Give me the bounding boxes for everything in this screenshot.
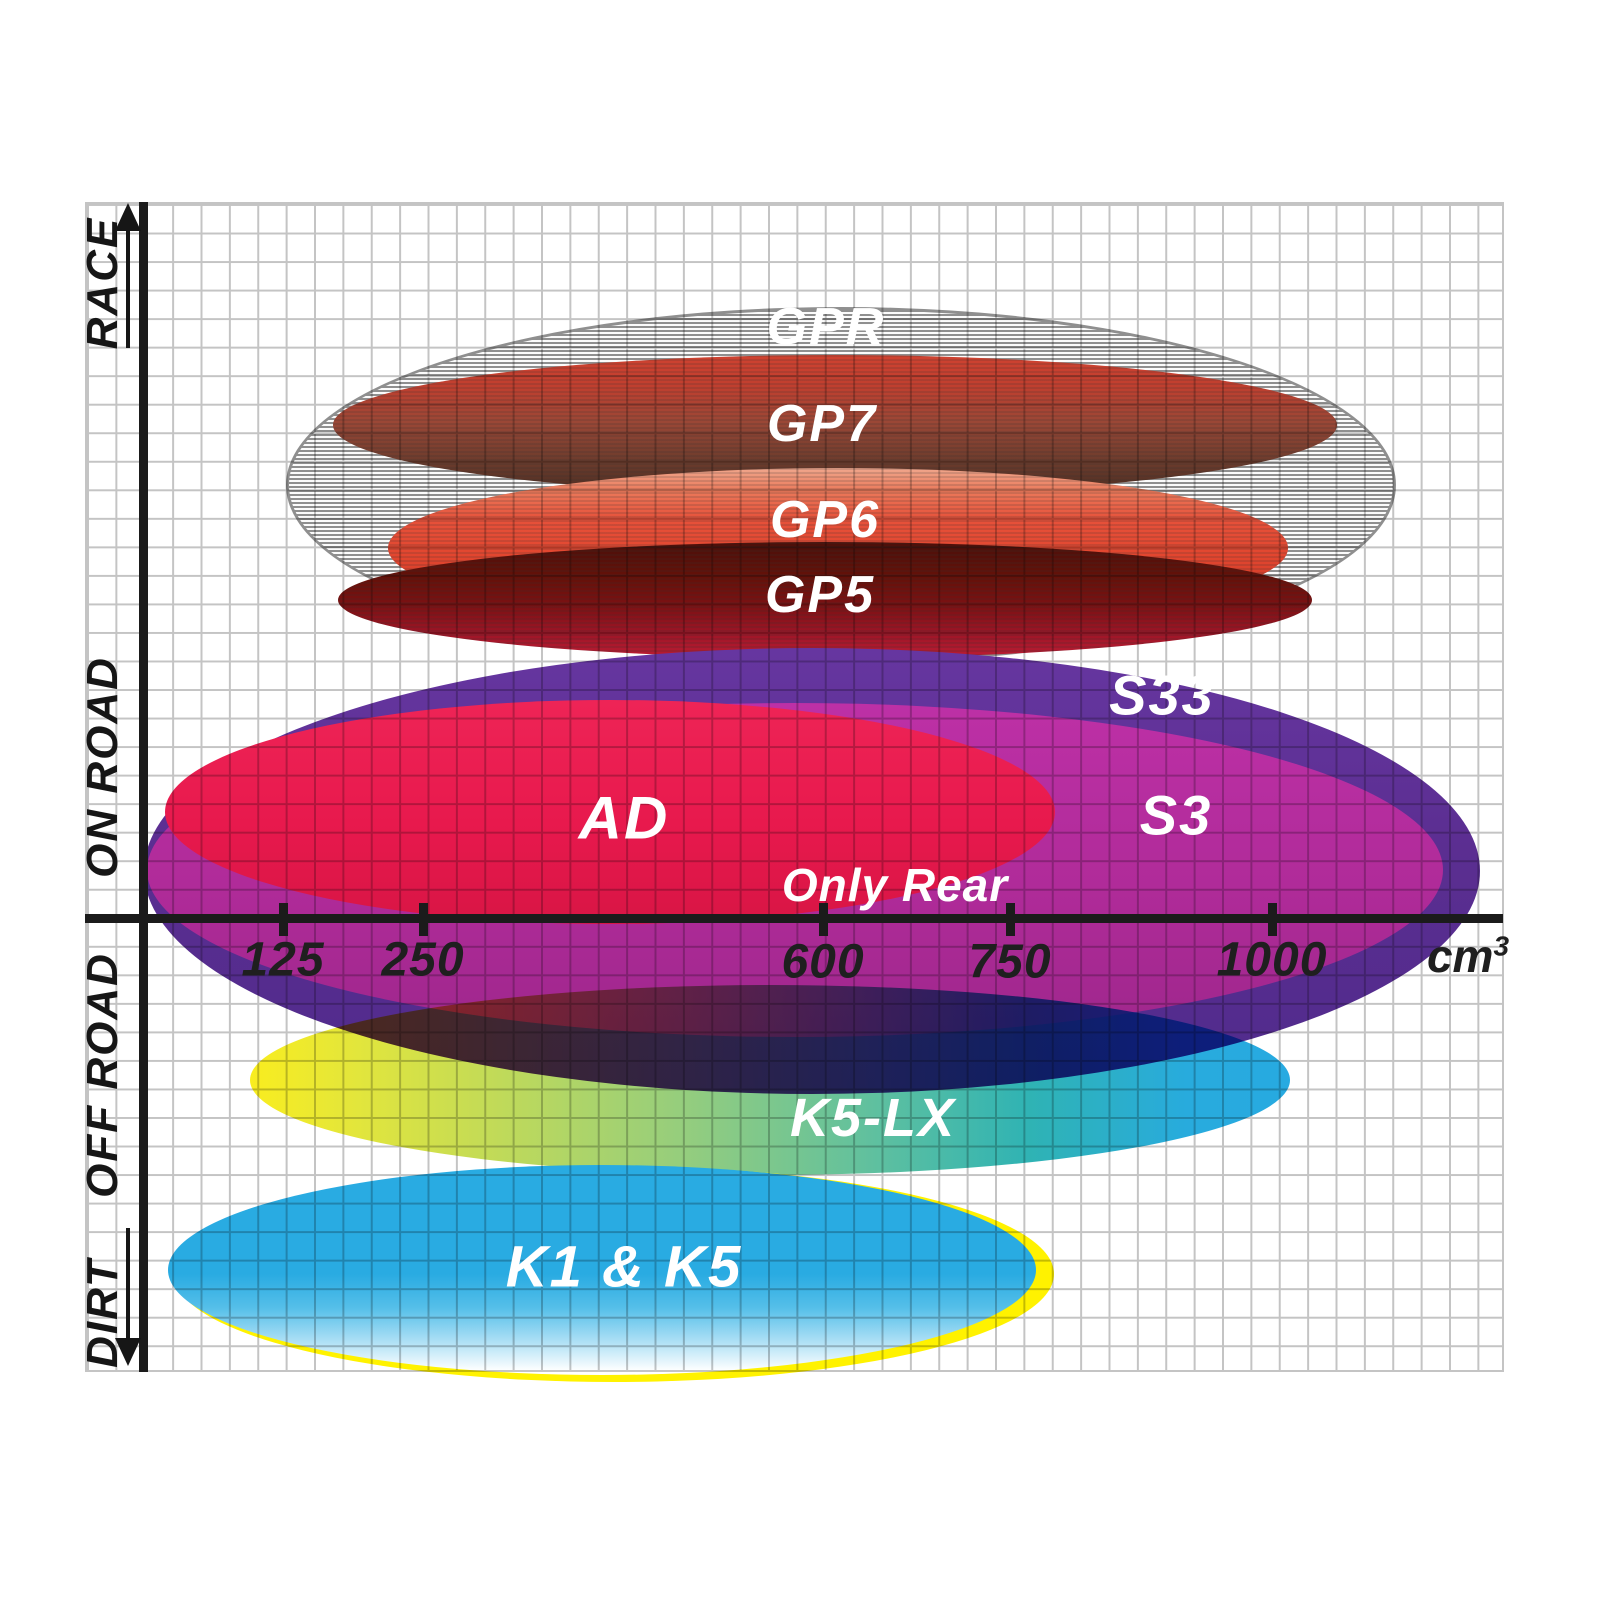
- x-tick-125: [279, 903, 288, 936]
- region-label-ad: AD: [578, 784, 670, 852]
- y-axis-line: [139, 202, 148, 1372]
- x-tick-1000: [1268, 903, 1277, 936]
- x-axis-unit-label: cm3: [1427, 929, 1509, 983]
- x-tick-label-1000: 1000: [1216, 933, 1328, 987]
- x-axis-line: [85, 914, 1503, 923]
- k5lx-region-ellipse: [250, 985, 1290, 1175]
- annotation-only-rear: Only Rear: [781, 859, 1009, 911]
- y-label-on-road: ON ROAD: [78, 656, 127, 878]
- x-tick-label-600: 600: [781, 935, 865, 989]
- race-arrow-line: [126, 226, 130, 348]
- x-tick-label-250: 250: [381, 933, 465, 987]
- region-label-k1k5: K1 & K5: [505, 1234, 743, 1300]
- dirt-down-arrow-icon: [115, 1338, 141, 1366]
- x-tick-250: [419, 903, 428, 936]
- region-label-gp5: GP5: [764, 566, 876, 624]
- region-label-gp7: GP7: [766, 395, 878, 453]
- unit-exponent: 3: [1493, 930, 1510, 962]
- region-label-gp6: GP6: [769, 491, 881, 549]
- unit-base: cm: [1426, 930, 1494, 982]
- region-label-s33: S33: [1109, 663, 1215, 727]
- x-tick-label-125: 125: [241, 933, 325, 987]
- dirt-arrow-line: [126, 1228, 130, 1342]
- x-tick-label-750: 750: [968, 935, 1052, 989]
- region-label-gpr: GPR: [766, 298, 886, 356]
- region-label-k5lx: K5-LX: [789, 1088, 957, 1148]
- y-label-off-road: OFF ROAD: [78, 952, 127, 1198]
- region-label-s3: S3: [1139, 783, 1213, 847]
- y-label-race: RACE: [78, 216, 127, 350]
